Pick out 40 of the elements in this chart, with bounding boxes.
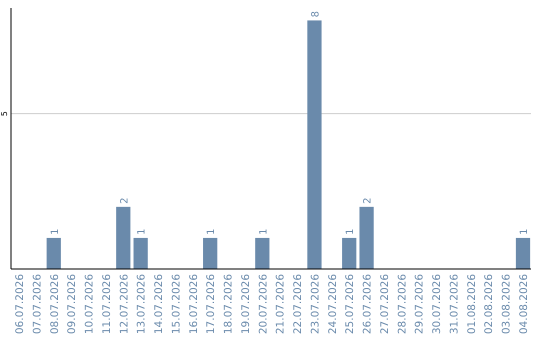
x-tick-label: 21.07.2026 [274,274,287,334]
x-tick-label: 11.07.2026 [100,274,113,334]
x-tick-label: 09.07.2026 [66,274,78,334]
data-label: 1 [519,228,530,235]
x-tick-label: 02.08.2026 [483,274,496,334]
data-label: 1 [206,228,218,235]
x-tick-label: 07.07.2026 [31,274,44,334]
data-label: 1 [50,228,61,235]
x-tick-label: 31.07.2026 [448,274,460,334]
y-tick-label: 5 [0,111,9,116]
x-tick-label: 08.07.2026 [48,274,61,334]
x-tick-label: 01.08.2026 [466,274,478,334]
x-tick-label: 19.07.2026 [240,274,252,334]
x-tick-label: 16.07.2026 [188,274,200,334]
x-tick-label: 18.07.2026 [222,274,235,334]
x-tick-label: 26.07.2026 [362,274,374,334]
x-tick-label: 23.07.2026 [309,274,322,334]
x-tick-label: 17.07.2026 [205,274,218,334]
data-label: 8 [310,11,322,18]
x-tick-label: 04.08.2026 [518,274,530,334]
data-label: 1 [258,228,270,235]
x-tick-label: 30.07.2026 [431,274,444,334]
x-tick-label: 22.07.2026 [292,274,304,334]
x-tick-label: 27.07.2026 [378,274,391,334]
x-tick-label: 13.07.2026 [136,274,148,334]
x-tick-label: 10.07.2026 [84,274,96,334]
x-tick-label: 28.07.2026 [396,274,408,334]
x-tick-label: 14.07.2026 [153,274,166,334]
x-tick-label: 03.08.2026 [500,274,513,334]
x-tick-label: 12.07.2026 [118,274,130,334]
x-tick-label: 20.07.2026 [257,274,270,334]
data-label: 1 [345,228,356,235]
data-label: 2 [119,197,130,204]
x-tick-label: 15.07.2026 [170,274,182,334]
x-tick-label: 24.07.2026 [326,274,339,334]
x-tick-label: 25.07.2026 [344,274,356,334]
x-tick-label: 29.07.2026 [414,274,426,334]
data-label: 1 [136,228,148,235]
data-label: 2 [362,197,374,204]
x-tick-label: 06.07.2026 [14,274,26,334]
